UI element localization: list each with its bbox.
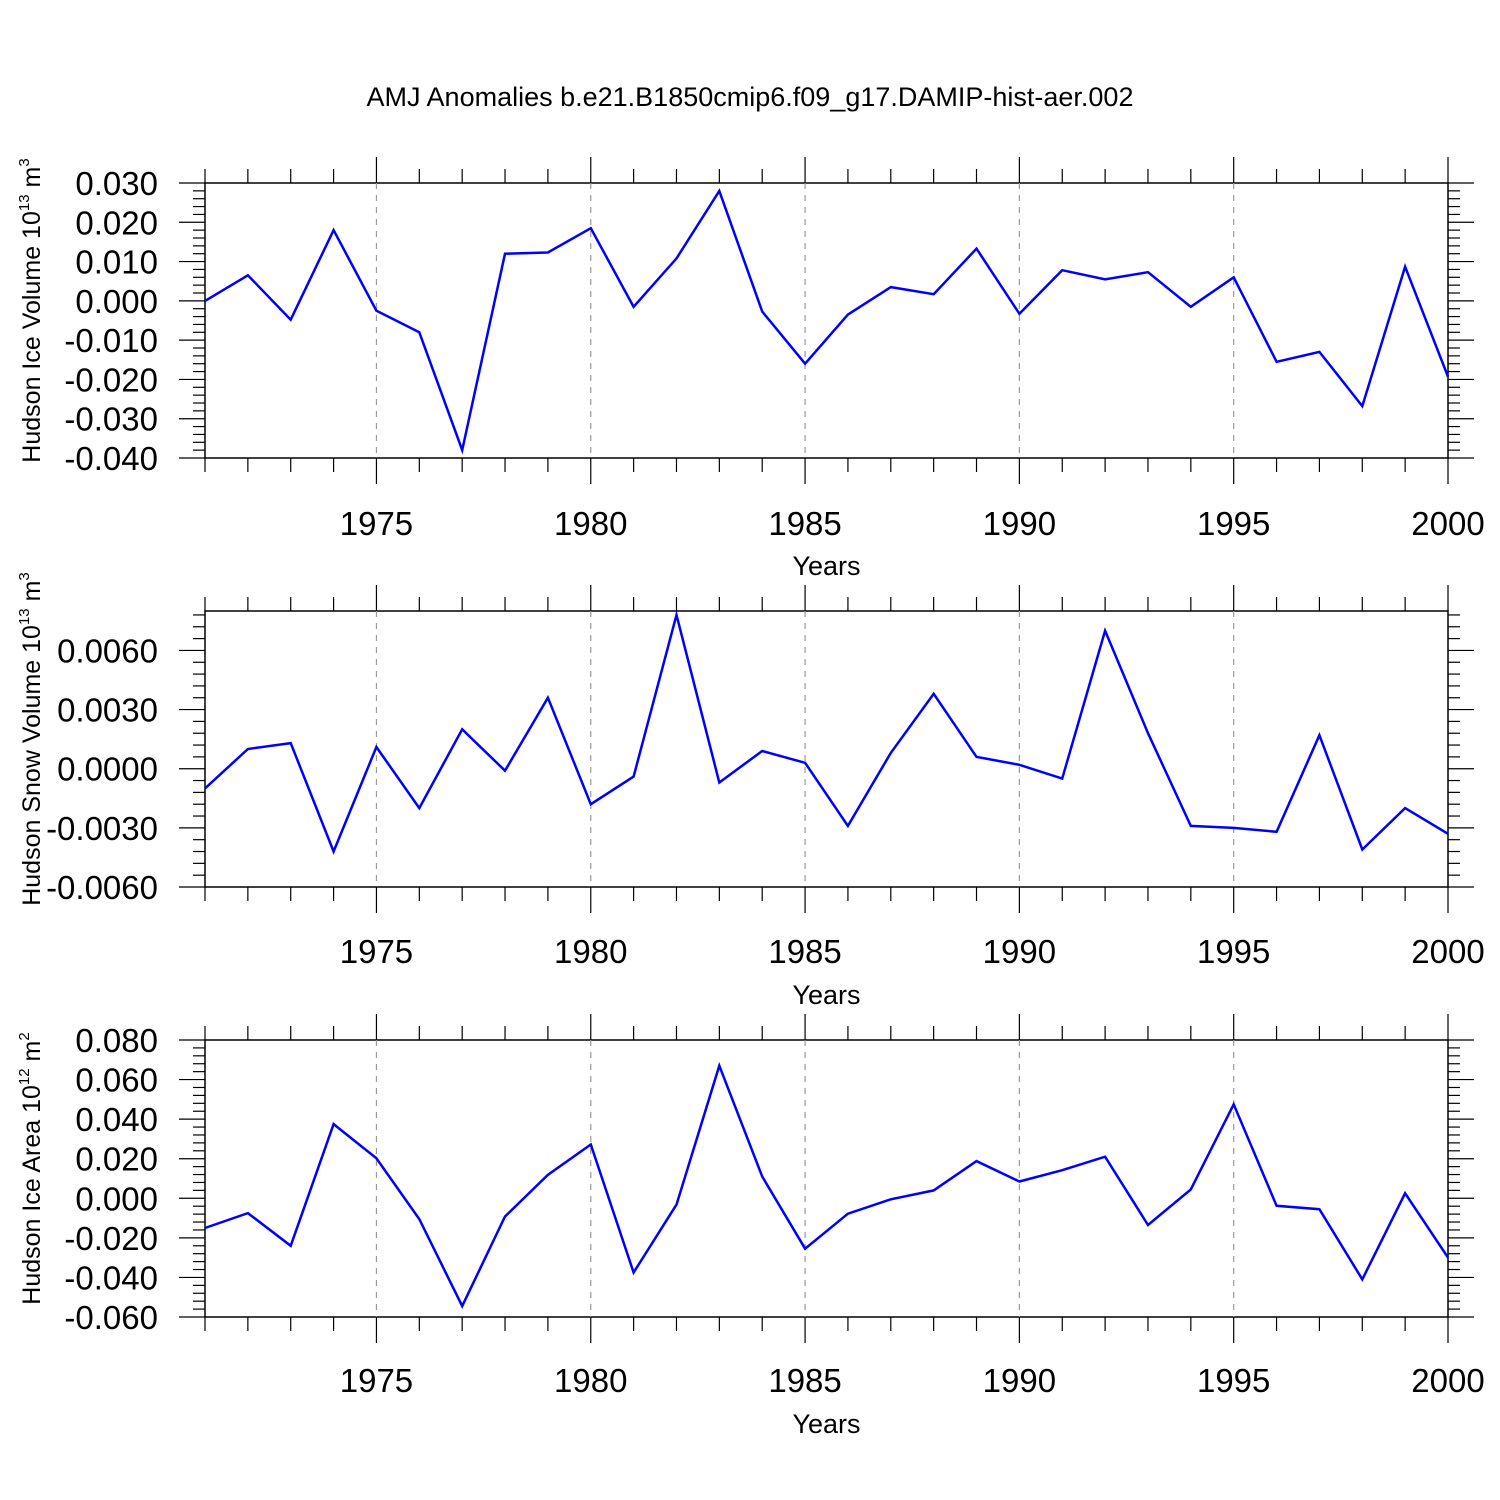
x-tick-label: 1980 bbox=[554, 1362, 627, 1399]
plot-frame bbox=[204, 610, 1449, 888]
y-tick-label: -0.010 bbox=[64, 322, 158, 359]
y-tick-label: -0.030 bbox=[64, 401, 158, 438]
x-tick-label: 2000 bbox=[1411, 1362, 1484, 1399]
x-tick-label: 1995 bbox=[1197, 1362, 1270, 1399]
y-tick-label: -0.0060 bbox=[46, 869, 158, 906]
x-tick-label: 1975 bbox=[340, 933, 413, 970]
x-tick-label: 1995 bbox=[1197, 505, 1270, 542]
y-tick-label: 0.020 bbox=[75, 1141, 158, 1178]
x-axis-title: Years bbox=[792, 1409, 860, 1439]
y-tick-label: -0.020 bbox=[64, 1220, 158, 1257]
x-tick-label: 1985 bbox=[768, 933, 841, 970]
panel-1: 0.0300.0200.0100.000-0.010-0.020-0.030-0… bbox=[16, 157, 1485, 581]
x-tick-label: 1990 bbox=[983, 1362, 1056, 1399]
x-tick-label: 1995 bbox=[1197, 933, 1270, 970]
y-tick-label: 0.0030 bbox=[57, 692, 158, 729]
y-tick-label: -0.040 bbox=[64, 440, 158, 477]
x-tick-label: 2000 bbox=[1411, 933, 1484, 970]
y-axis-title: Hudson Snow Volume 1013 m3 bbox=[16, 572, 46, 906]
y-tick-label: -0.020 bbox=[64, 361, 158, 398]
x-tick-label: 2000 bbox=[1411, 505, 1484, 542]
x-tick-label: 1990 bbox=[983, 933, 1056, 970]
y-axis-title: Hudson Ice Volume 1013 m3 bbox=[16, 158, 46, 462]
y-tick-label: 0.0060 bbox=[57, 632, 158, 669]
series-line bbox=[204, 188, 1450, 455]
y-tick-label: -0.040 bbox=[64, 1259, 158, 1296]
y-tick-label: 0.0000 bbox=[57, 751, 158, 788]
plot-frame bbox=[204, 182, 1449, 459]
panel-2: 0.0060 0.0030 0.0000 -0.0030 -0.0060 1975 1980… bbox=[16, 572, 1485, 1010]
plot-frame bbox=[204, 1039, 1449, 1318]
y-tick-label: 0.080 bbox=[75, 1022, 158, 1059]
series-line bbox=[204, 609, 1449, 855]
x-axis-title: Years bbox=[792, 980, 860, 1010]
x-tick-label: 1980 bbox=[554, 505, 627, 542]
y-tick-label: -0.060 bbox=[64, 1299, 158, 1336]
series-line bbox=[204, 1061, 1450, 1309]
x-tick-label: 1975 bbox=[340, 505, 413, 542]
panel-3: 0.0800.0600.0400.0200.000-0.020-0.040-0.… bbox=[16, 1014, 1485, 1439]
x-tick-label: 1990 bbox=[983, 505, 1056, 542]
chart-title: AMJ Anomalies b.e21.B1850cmip6.f09_g17.D… bbox=[366, 82, 1134, 112]
y-tick-label: 0.000 bbox=[75, 1180, 158, 1217]
x-tick-label: 1975 bbox=[340, 1362, 413, 1399]
y-tick-label: 0.030 bbox=[75, 165, 158, 202]
y-tick-label: -0.0030 bbox=[46, 810, 158, 847]
x-axis-title: Years bbox=[792, 551, 860, 581]
y-tick-label: 0.060 bbox=[75, 1062, 158, 1099]
y-tick-label: 0.010 bbox=[75, 244, 158, 281]
x-tick-label: 1985 bbox=[768, 505, 841, 542]
y-tick-label: 0.020 bbox=[75, 204, 158, 241]
x-tick-label: 1980 bbox=[554, 933, 627, 970]
y-axis-title: Hudson Ice Area 1012 m2 bbox=[16, 1032, 46, 1304]
x-tick-label: 1985 bbox=[768, 1362, 841, 1399]
y-tick-label: 0.000 bbox=[75, 283, 158, 320]
y-tick-label: 0.040 bbox=[75, 1101, 158, 1138]
